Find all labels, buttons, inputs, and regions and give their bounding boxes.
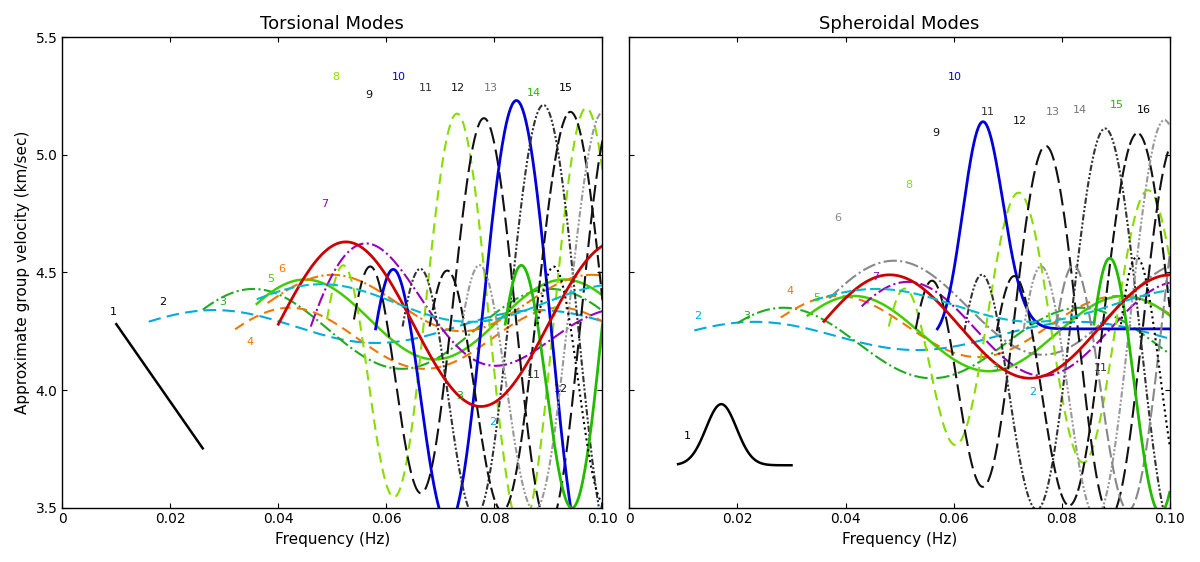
Text: 11: 11: [419, 83, 433, 93]
Text: 6: 6: [835, 213, 841, 223]
Text: 11: 11: [527, 370, 541, 380]
Text: 4: 4: [246, 337, 253, 347]
Text: 2: 2: [160, 297, 167, 307]
X-axis label: Frequency (Hz): Frequency (Hz): [275, 532, 390, 547]
Y-axis label: Approximate group velocity (km/sec): Approximate group velocity (km/sec): [16, 131, 30, 414]
Text: 13: 13: [484, 83, 498, 93]
Text: 1: 1: [110, 307, 118, 317]
Text: 12: 12: [554, 384, 568, 395]
Text: 11: 11: [980, 107, 995, 117]
Text: 10: 10: [391, 72, 406, 81]
Text: 3: 3: [991, 363, 998, 373]
Text: 9: 9: [932, 128, 940, 138]
Text: 2: 2: [695, 311, 702, 321]
Text: 13: 13: [1045, 107, 1060, 117]
Text: 10: 10: [948, 72, 962, 81]
Text: 15: 15: [559, 83, 574, 93]
Text: 16: 16: [1138, 105, 1151, 115]
Text: 8: 8: [332, 72, 340, 81]
Text: 7: 7: [322, 198, 329, 209]
Text: 14: 14: [1073, 105, 1086, 115]
Text: 12: 12: [1013, 116, 1027, 126]
Text: 11: 11: [1094, 363, 1108, 373]
Text: 2: 2: [1030, 387, 1037, 397]
Text: 7: 7: [872, 271, 880, 282]
Text: 2: 2: [490, 418, 496, 427]
Text: 3: 3: [457, 391, 463, 401]
Text: 14: 14: [527, 88, 541, 98]
Text: 9: 9: [365, 90, 372, 101]
Text: 4: 4: [786, 285, 793, 296]
Text: 6: 6: [278, 265, 286, 274]
Text: 3: 3: [743, 311, 750, 321]
Text: 3: 3: [218, 297, 226, 307]
Text: 8: 8: [905, 180, 912, 190]
Text: 5: 5: [814, 293, 820, 303]
Text: 5: 5: [268, 274, 275, 284]
Title: Spheroidal Modes: Spheroidal Modes: [820, 15, 979, 33]
Text: 12: 12: [451, 83, 466, 93]
X-axis label: Frequency (Hz): Frequency (Hz): [842, 532, 958, 547]
Text: 1: 1: [684, 432, 690, 441]
Title: Torsional Modes: Torsional Modes: [260, 15, 404, 33]
Text: 15: 15: [1110, 100, 1124, 110]
